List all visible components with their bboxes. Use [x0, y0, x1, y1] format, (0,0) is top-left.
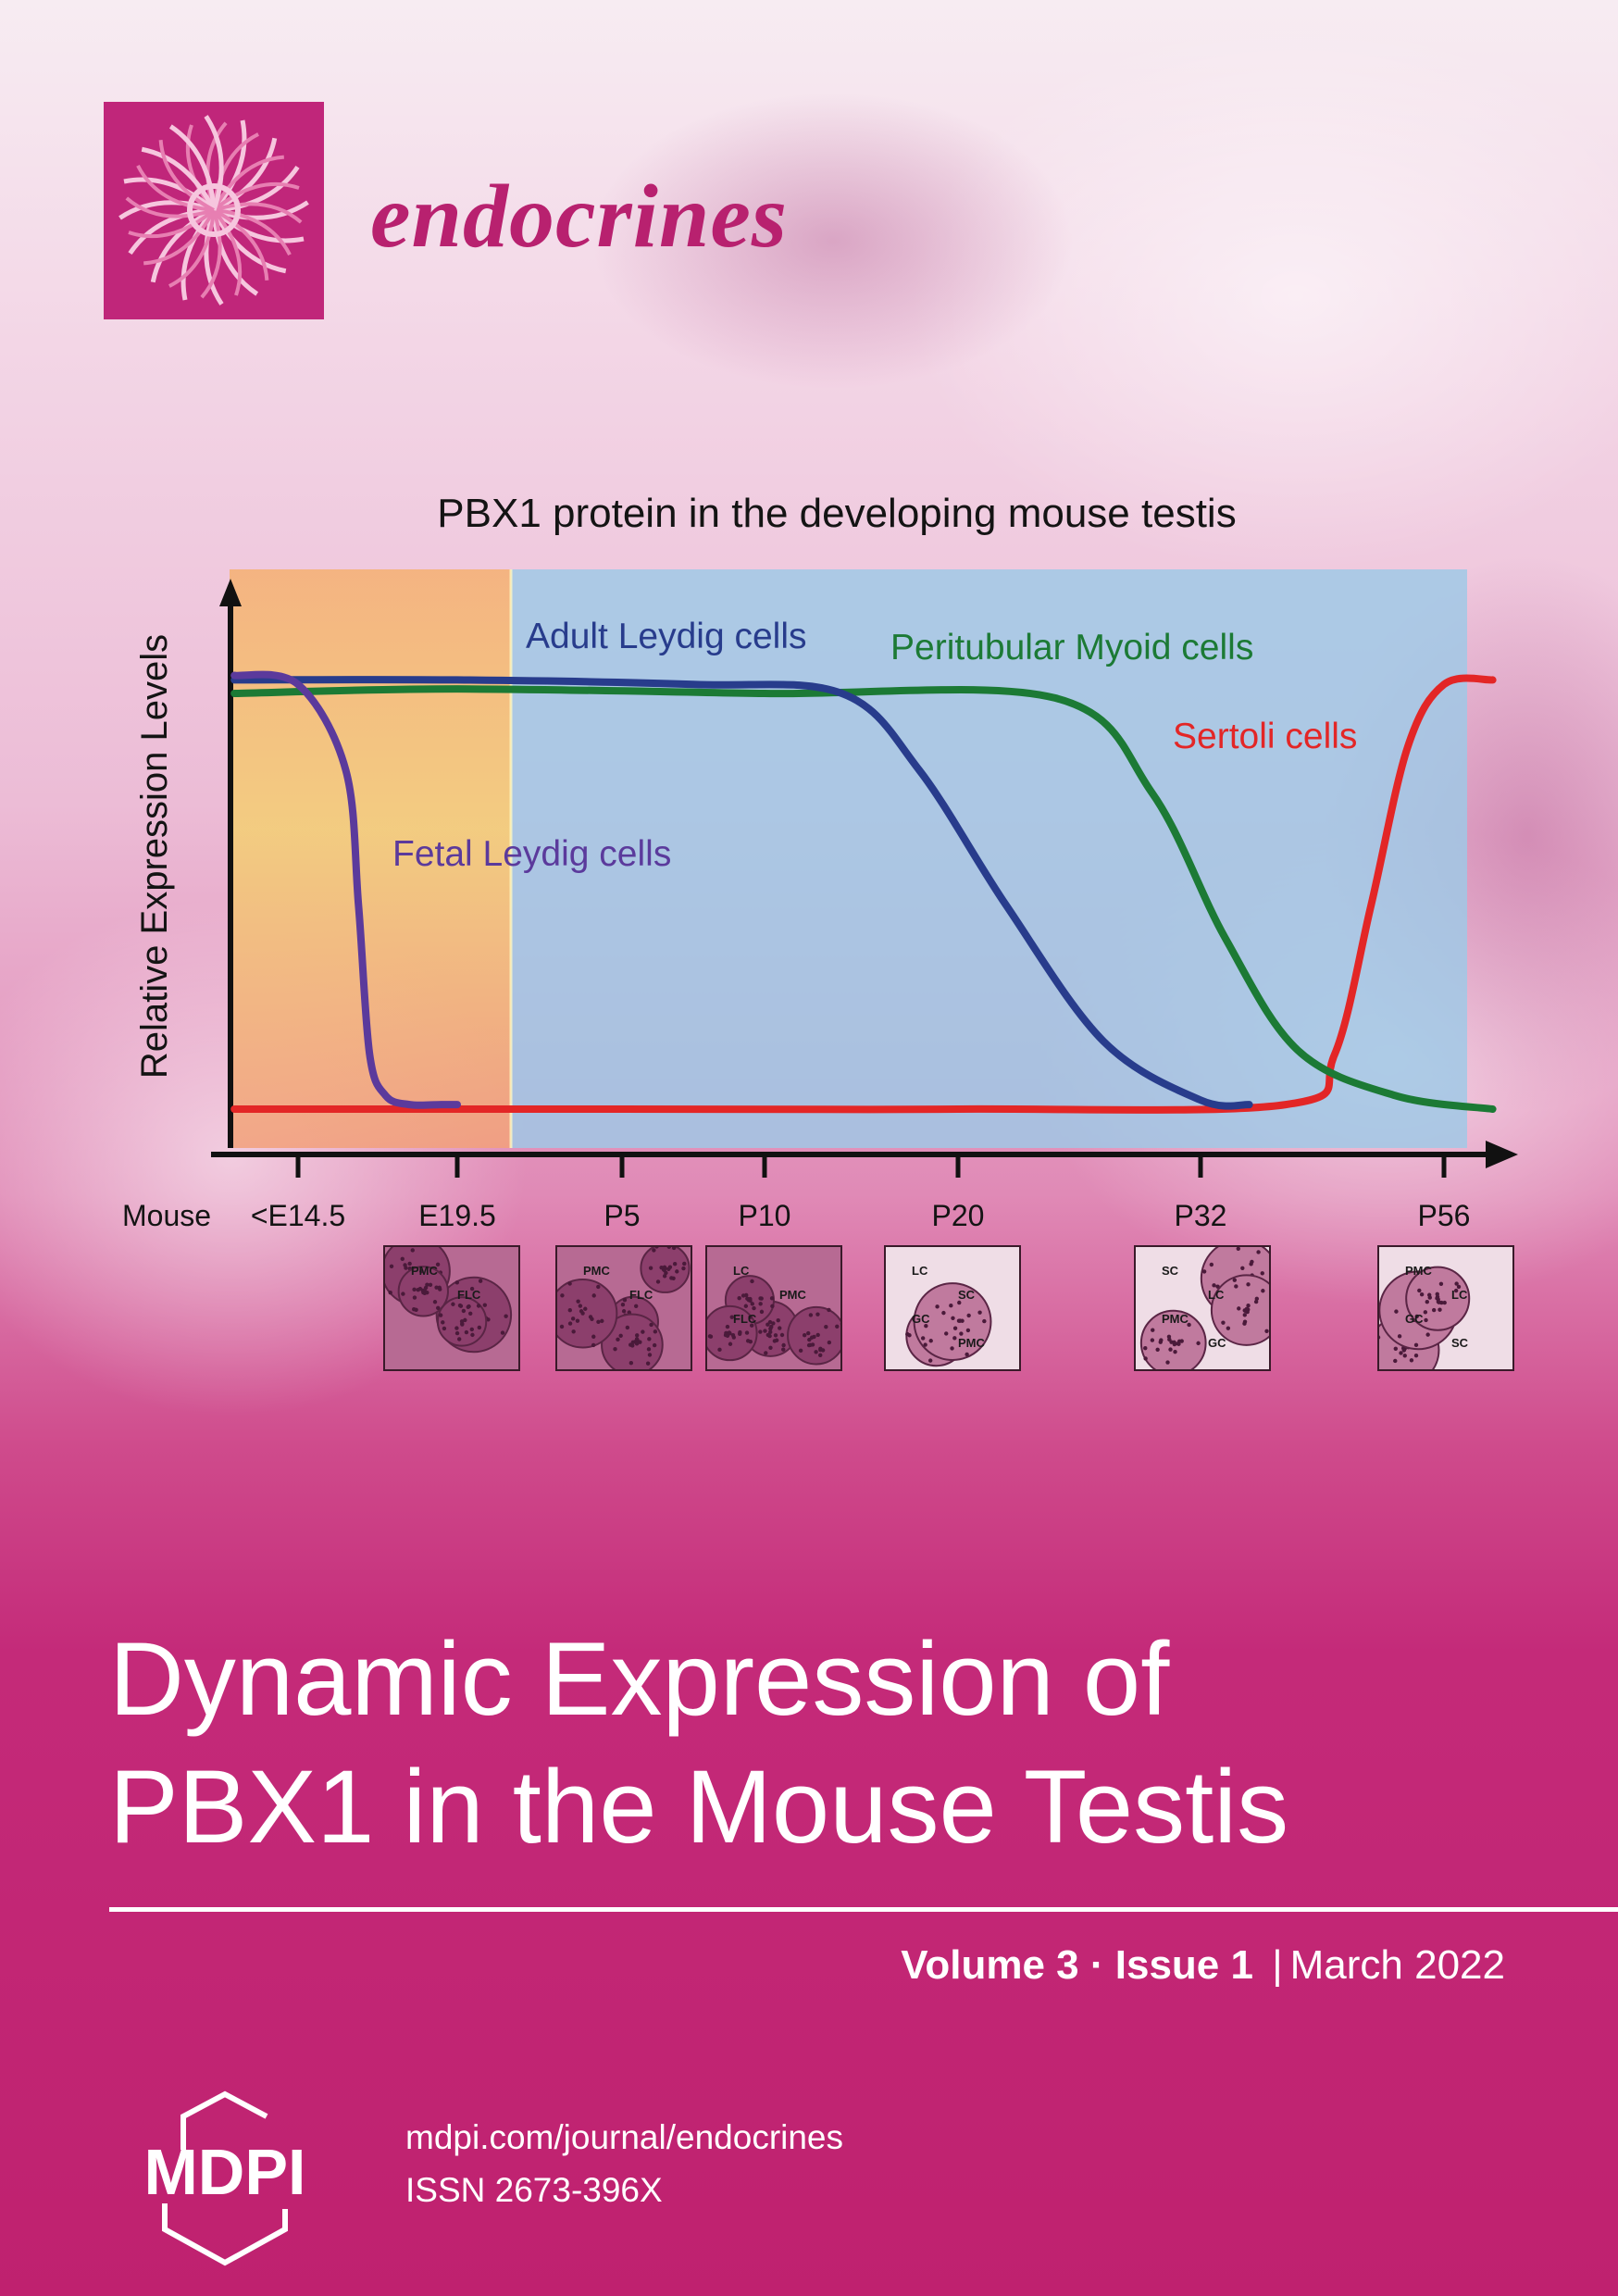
micrograph-label: FLC: [629, 1288, 653, 1302]
micrograph-label: GC: [1405, 1312, 1424, 1326]
postnatal-period-region: [511, 569, 1467, 1148]
micrograph-label: FLC: [457, 1288, 481, 1302]
issn: ISSN 2673-396X: [405, 2171, 663, 2209]
expression-chart: Relative Expression Levels Mouse <E14.5 E19…: [122, 569, 1518, 1232]
x-tick-label: P56: [1418, 1199, 1471, 1232]
issue-label: Issue 1: [1114, 1942, 1253, 1988]
series-label-fetal: Fetal Leydig cells: [392, 834, 671, 874]
micrograph-label: PMC: [1405, 1264, 1433, 1278]
micrograph-label: LC: [1208, 1288, 1225, 1302]
divider: [109, 1907, 1618, 1912]
issue-info: Volume 3 · Issue 1 | March 2022: [901, 1942, 1505, 1989]
micrograph-label: SC: [1451, 1336, 1469, 1350]
x-tick-label: P10: [739, 1199, 791, 1232]
journal-url[interactable]: mdpi.com/journal/endocrines: [405, 2118, 844, 2156]
journal-logo: [104, 102, 324, 319]
article-title: Dynamic Expression of PBX1 in the Mouse …: [109, 1616, 1572, 1871]
micrograph-row: PMC FLC PMC FLC LC PMC FLC LC SC GC PMC SC LC PMC GC PM…: [0, 1245, 1618, 1375]
micrograph-label: SC: [1162, 1264, 1179, 1278]
micrograph-label: GC: [1208, 1336, 1226, 1350]
micrograph-label: LC: [733, 1264, 750, 1278]
mdpi-logo-text: MDPI: [144, 2136, 306, 2208]
article-title-line-1: Dynamic Expression of: [109, 1621, 1170, 1737]
micrograph-label: FLC: [733, 1312, 757, 1326]
chart-title: PBX1 protein in the developing mouse tes…: [437, 491, 1237, 536]
article-title-line-2: PBX1 in the Mouse Testis: [109, 1749, 1289, 1865]
series-label-myoid: Peritubular Myoid cells: [890, 628, 1253, 668]
series-line-sertoli: [230, 674, 1497, 1114]
histology-micrograph: PMC FLC: [383, 1245, 520, 1371]
histology-micrograph: PMC LC GC SC: [1377, 1245, 1514, 1371]
x-tick-label: <E14.5: [251, 1199, 345, 1232]
series-line-fetal: [230, 670, 461, 1109]
mdpi-logo: MDPI: [144, 2090, 306, 2266]
series-line-myoid: [230, 685, 1497, 1113]
y-axis-label: Relative Expression Levels: [134, 634, 175, 1079]
micrograph-label: PMC: [1162, 1312, 1189, 1326]
volume-label: Volume 3: [901, 1942, 1079, 1988]
y-axis-arrow: [219, 579, 242, 606]
micrograph-label: LC: [912, 1264, 928, 1278]
x-tick-label: P32: [1175, 1199, 1227, 1232]
pipe-separator: |: [1272, 1942, 1283, 1988]
histology-micrograph: LC PMC FLC: [705, 1245, 842, 1371]
x-tick-label: E19.5: [418, 1199, 496, 1232]
micrograph-label: PMC: [779, 1288, 807, 1302]
series-line-adult: [230, 676, 1253, 1110]
micrograph-label: SC: [958, 1288, 976, 1302]
journal-name: endocrines: [370, 167, 788, 267]
dot-separator: ·: [1089, 1942, 1104, 1988]
x-tick-label: P5: [604, 1199, 640, 1232]
x-axis-arrow: [1486, 1141, 1518, 1168]
histology-micrograph: SC LC PMC GC: [1134, 1245, 1271, 1371]
histology-micrograph: LC SC GC PMC: [884, 1245, 1021, 1371]
histology-micrograph: PMC FLC: [555, 1245, 692, 1371]
series-label-sertoli: Sertoli cells: [1173, 717, 1357, 756]
micrograph-label: PMC: [411, 1264, 439, 1278]
x-axis-prefix-label: Mouse: [122, 1199, 211, 1232]
micrograph-label: LC: [1451, 1288, 1468, 1302]
issue-date: March 2022: [1289, 1942, 1505, 1988]
x-tick-label: P20: [932, 1199, 985, 1232]
micrograph-label: PMC: [583, 1264, 611, 1278]
micrograph-label: GC: [912, 1312, 930, 1326]
micrograph-label: PMC: [958, 1336, 986, 1350]
series-label-adult: Adult Leydig cells: [526, 617, 807, 656]
